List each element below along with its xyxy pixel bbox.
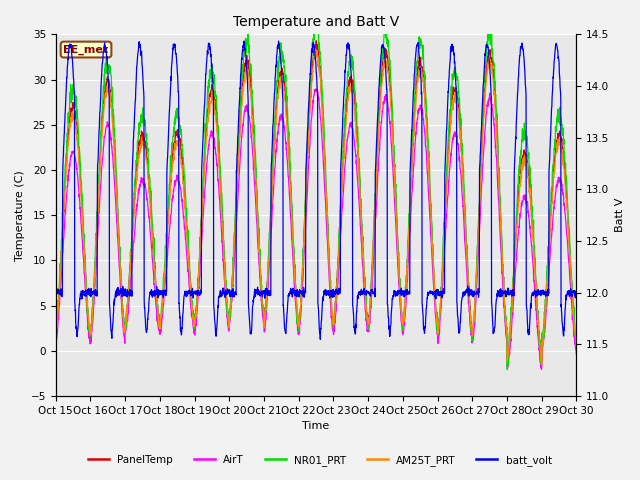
X-axis label: Time: Time (303, 421, 330, 432)
Text: EE_met: EE_met (63, 45, 109, 55)
Legend: PanelTemp, AirT, NR01_PRT, AM25T_PRT, batt_volt: PanelTemp, AirT, NR01_PRT, AM25T_PRT, ba… (84, 451, 556, 470)
Title: Temperature and Batt V: Temperature and Batt V (233, 15, 399, 29)
Y-axis label: Batt V: Batt V (615, 198, 625, 232)
Y-axis label: Temperature (C): Temperature (C) (15, 170, 25, 261)
